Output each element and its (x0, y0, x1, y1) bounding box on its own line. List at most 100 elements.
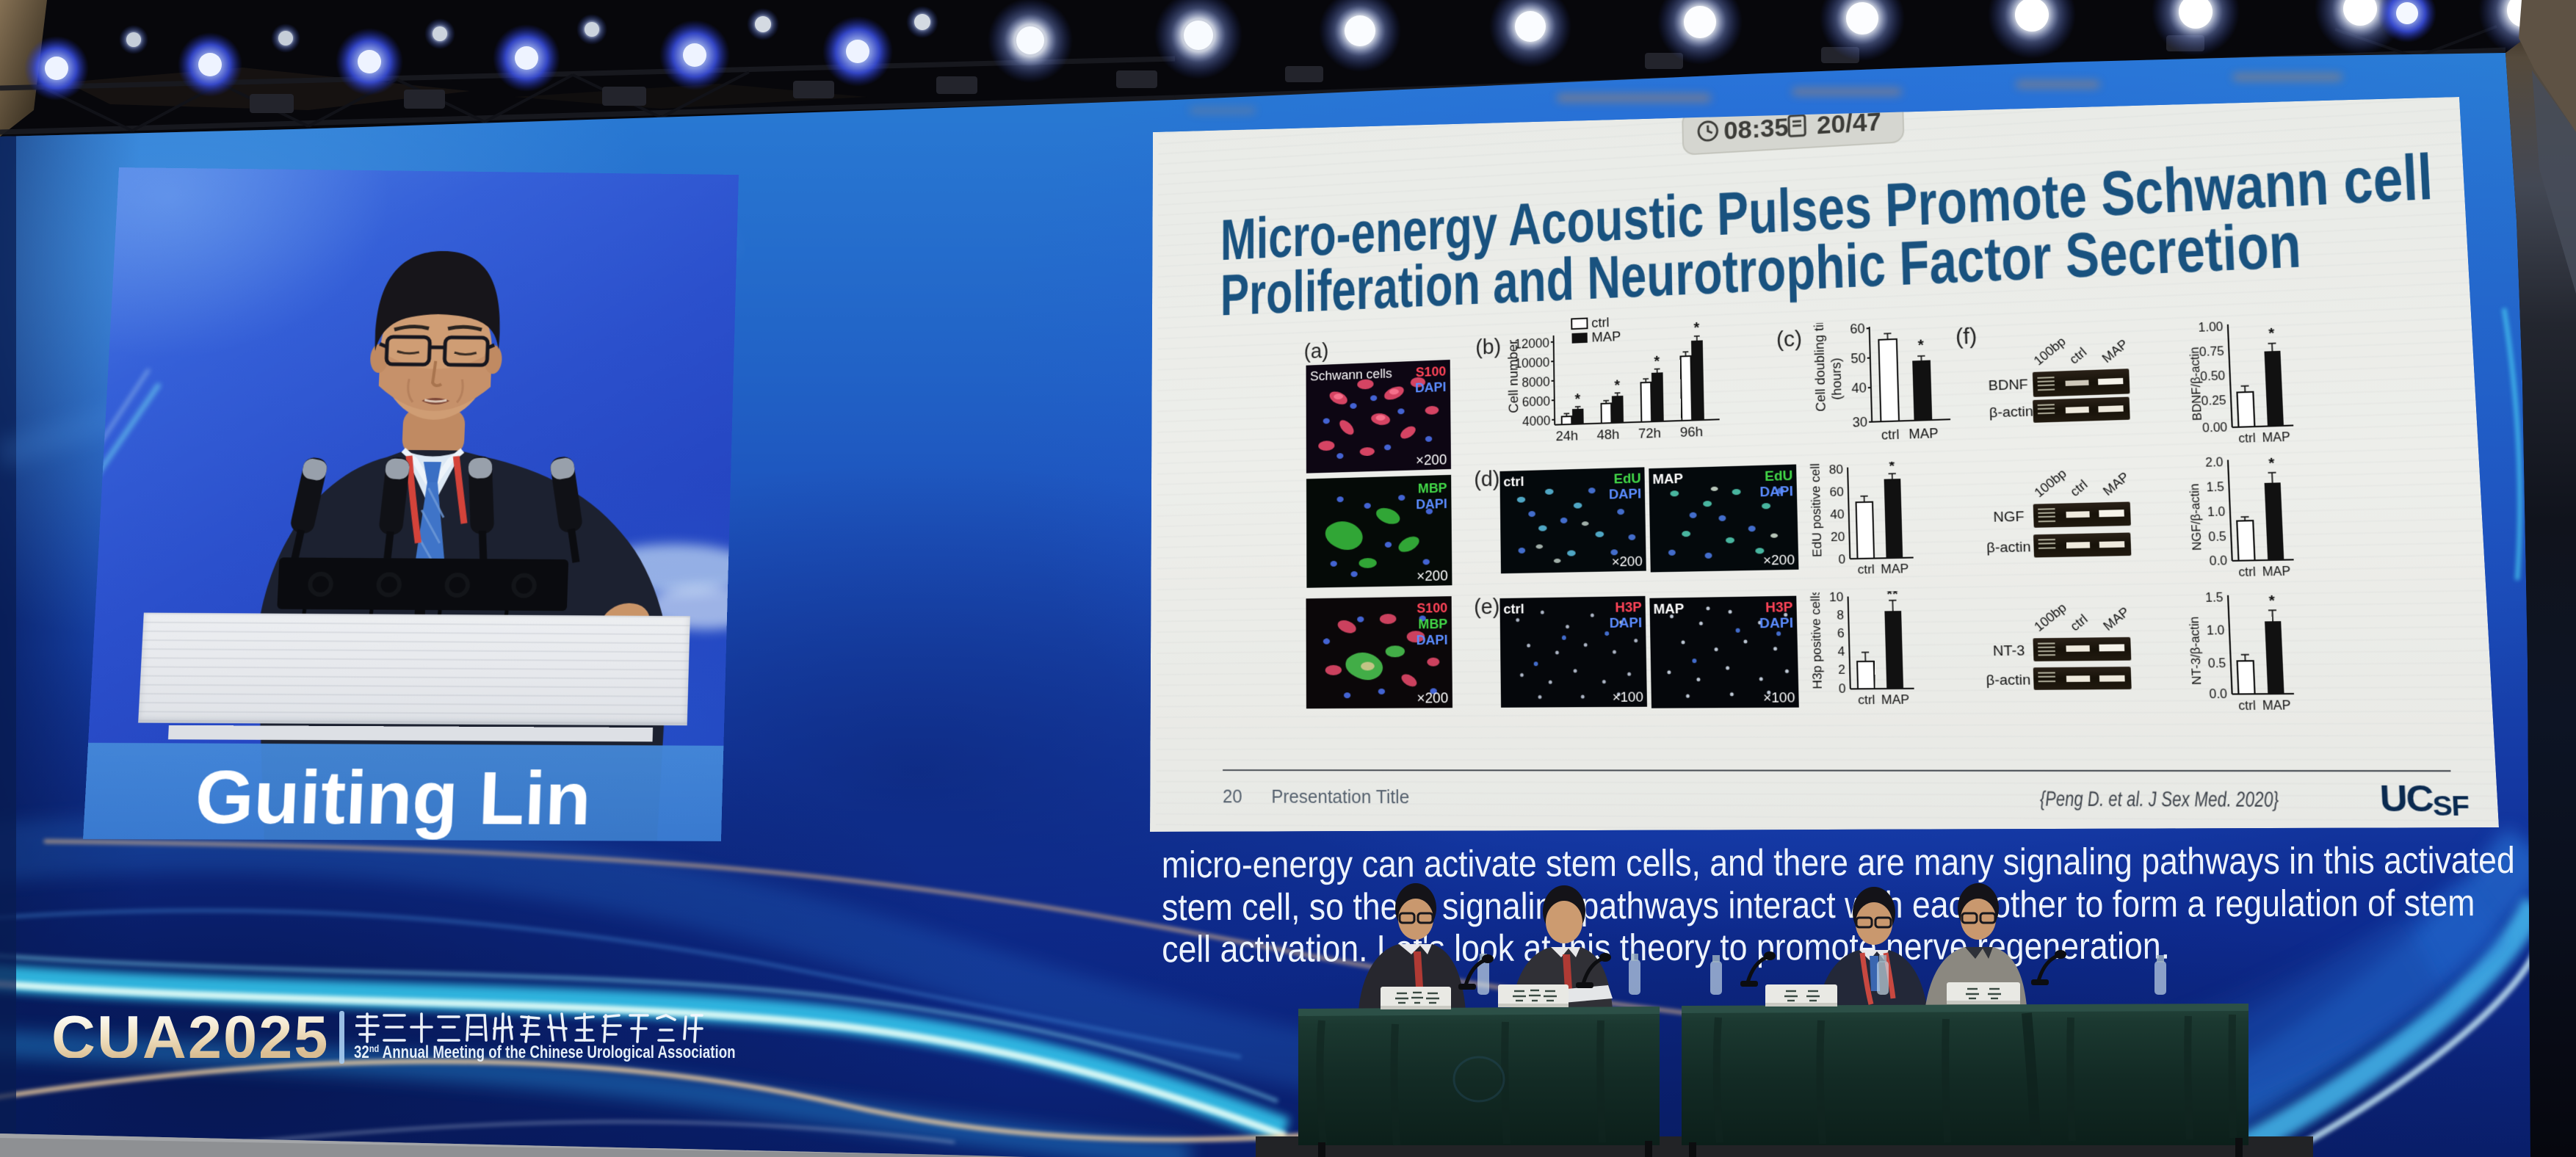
svg-text:MBP: MBP (1418, 616, 1447, 631)
svg-text:MAP: MAP (1591, 329, 1621, 345)
svg-text:1.0: 1.0 (2207, 505, 2226, 519)
svg-text:MAP: MAP (2262, 430, 2290, 445)
svg-text:96h: 96h (1680, 424, 1704, 440)
svg-text:DAPI: DAPI (1415, 380, 1447, 396)
svg-text:*: * (1889, 461, 1895, 474)
svg-text:ctrl: ctrl (1503, 474, 1524, 490)
svg-text:0.0: 0.0 (2209, 554, 2228, 567)
svg-text:MAP: MAP (2099, 337, 2131, 366)
svg-text:DAPI: DAPI (1759, 484, 1793, 501)
svg-text:4: 4 (1837, 645, 1845, 659)
svg-text:H3p positive cells (%): H3p positive cells (%) (1809, 591, 1825, 689)
svg-text:2.0: 2.0 (2205, 455, 2224, 469)
svg-text:ctrl: ctrl (2238, 431, 2256, 445)
svg-text:×200: ×200 (1763, 552, 1795, 568)
svg-text:Cell number: Cell number (1505, 339, 1521, 413)
svg-text:×200: ×200 (1417, 567, 1448, 584)
svg-text:ctrl: ctrl (2238, 565, 2256, 579)
svg-text:24h: 24h (1555, 428, 1578, 444)
svg-text:*: * (1575, 391, 1581, 407)
svg-text:EdU: EdU (1614, 471, 1641, 487)
svg-text:*: * (1654, 353, 1660, 369)
svg-text:72h: 72h (1638, 425, 1661, 441)
svg-text:NGF: NGF (1993, 509, 2025, 526)
svg-text:BDNF: BDNF (1988, 377, 2028, 394)
svg-text:Schwann cells: Schwann cells (1310, 366, 1392, 384)
svg-text:60: 60 (1829, 485, 1844, 500)
svg-text:MAP: MAP (2101, 605, 2132, 634)
svg-text:60: 60 (1850, 322, 1865, 337)
svg-text:0.50: 0.50 (2200, 369, 2226, 383)
svg-text:EdU: EdU (1765, 468, 1793, 484)
svg-text:β-actin: β-actin (1989, 404, 2034, 421)
svg-text:MBP: MBP (1418, 480, 1447, 496)
svg-text:100bp: 100bp (2032, 601, 2069, 634)
svg-text:DAPI: DAPI (1759, 615, 1793, 631)
svg-text:100bp: 100bp (2032, 467, 2069, 501)
svg-text:Cell doubling time: Cell doubling time (1812, 318, 1829, 412)
svg-text:NT-3: NT-3 (1993, 642, 2025, 659)
svg-text:ctrl: ctrl (1881, 427, 1900, 443)
svg-text:*: * (1614, 377, 1620, 393)
svg-text:β-actin: β-actin (1986, 672, 2030, 689)
svg-text:MAP: MAP (2262, 565, 2290, 578)
svg-text:0.0: 0.0 (2209, 687, 2228, 701)
svg-text:6000: 6000 (1522, 394, 1551, 410)
svg-text:MAP: MAP (1881, 562, 1909, 577)
svg-text:MAP: MAP (1909, 427, 1939, 443)
svg-text:MAP: MAP (2101, 470, 2132, 499)
svg-text:S100: S100 (1416, 364, 1447, 380)
svg-text:ctrl: ctrl (1503, 601, 1524, 617)
svg-text:×100: ×100 (1613, 689, 1643, 706)
svg-text:1.0: 1.0 (2207, 623, 2226, 637)
svg-text:2: 2 (1838, 663, 1845, 678)
svg-text:EdU positive cells (%): EdU positive cells (%) (1809, 461, 1825, 557)
svg-text:0.25: 0.25 (2201, 393, 2226, 408)
svg-text:0.5: 0.5 (2208, 529, 2226, 543)
svg-text:50: 50 (1850, 351, 1866, 366)
svg-text:*: * (2268, 455, 2276, 472)
svg-text:DAPI: DAPI (1416, 632, 1447, 648)
svg-text:S100: S100 (1417, 601, 1447, 617)
svg-text:20: 20 (1831, 530, 1845, 545)
svg-text:40: 40 (1851, 381, 1867, 396)
svg-text:H3P: H3P (1615, 600, 1642, 616)
svg-text:×200: ×200 (1417, 690, 1448, 706)
svg-text:4000: 4000 (1522, 414, 1551, 429)
svg-text:BDNF/β-actin: BDNF/β-actin (2188, 347, 2204, 421)
svg-text:0: 0 (1839, 682, 1846, 697)
svg-text:ctrl: ctrl (1857, 563, 1875, 578)
svg-text:**: ** (1886, 591, 1899, 603)
svg-text:(hours): (hours) (1829, 358, 1845, 400)
svg-text:NT-3/β-actin: NT-3/β-actin (2187, 617, 2204, 685)
svg-text:48h: 48h (1596, 427, 1619, 443)
svg-text:×200: ×200 (1612, 554, 1643, 570)
svg-text:10: 10 (1829, 591, 1844, 605)
svg-text:6: 6 (1837, 627, 1845, 641)
svg-text:×200: ×200 (1416, 451, 1447, 468)
svg-text:12000: 12000 (1514, 336, 1549, 352)
svg-text:1.5: 1.5 (2206, 480, 2224, 494)
svg-text:NGF/β-actin: NGF/β-actin (2188, 483, 2204, 551)
svg-text:8000: 8000 (1522, 375, 1549, 391)
svg-text:ctrl: ctrl (1858, 693, 1875, 708)
svg-text:100bp: 100bp (2031, 335, 2069, 369)
svg-text:*: * (2268, 325, 2276, 341)
svg-text:ctrl: ctrl (2068, 478, 2091, 500)
svg-text:30: 30 (1852, 415, 1867, 430)
svg-text:0.75: 0.75 (2199, 344, 2225, 359)
svg-text:ctrl: ctrl (2067, 345, 2090, 367)
svg-text:*: * (2268, 592, 2276, 609)
svg-text:DAPI: DAPI (1609, 486, 1642, 502)
svg-text:10000: 10000 (1514, 355, 1549, 371)
svg-text:80: 80 (1829, 463, 1844, 478)
svg-text:40: 40 (1830, 508, 1845, 523)
svg-text:β-actin: β-actin (1986, 539, 2031, 556)
svg-text:DAPI: DAPI (1609, 615, 1642, 631)
svg-text:0: 0 (1838, 553, 1845, 567)
svg-text:DAPI: DAPI (1416, 496, 1447, 512)
svg-text:H3P: H3P (1765, 599, 1793, 615)
svg-text:0.5: 0.5 (2207, 656, 2226, 670)
svg-text:*: * (1693, 319, 1700, 336)
svg-text:0.00: 0.00 (2202, 421, 2228, 435)
